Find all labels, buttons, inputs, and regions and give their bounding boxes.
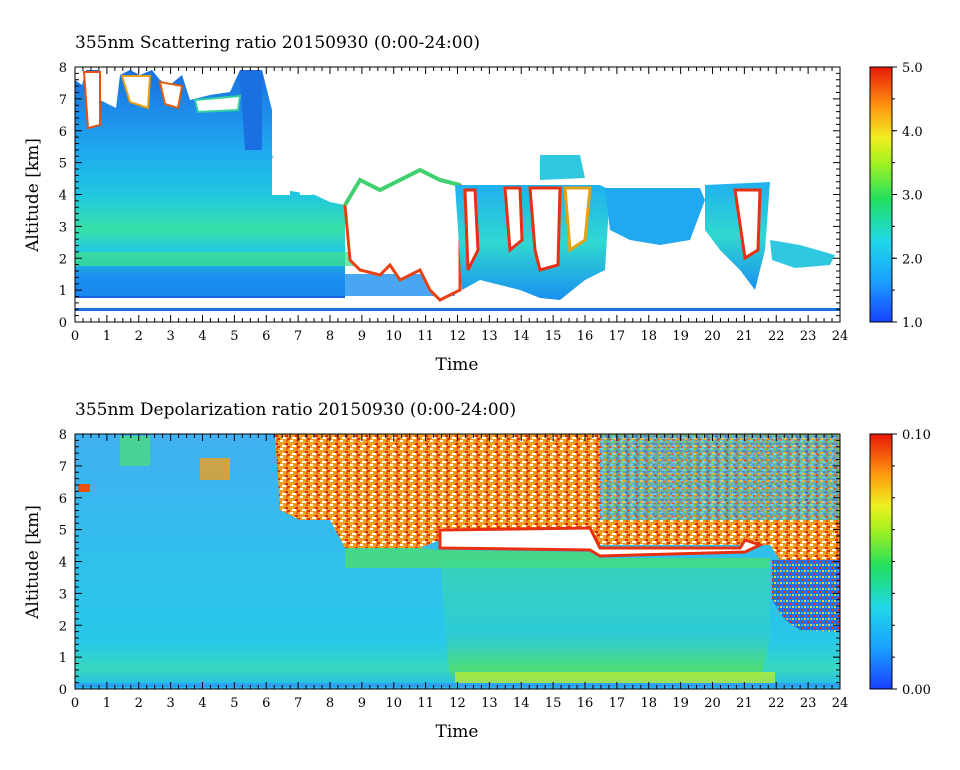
y-tick-label: 7 [59, 460, 67, 475]
chart2-colorbar [869, 433, 893, 690]
y-tick-label: 2 [59, 252, 67, 267]
y-tick-label: 7 [59, 93, 67, 108]
colorbar-tick-label: 5.0 [902, 61, 923, 76]
x-tick-label: 6 [262, 329, 270, 344]
x-tick-label: 2 [135, 696, 143, 711]
y-tick-label: 5 [59, 157, 67, 172]
y-tick-label: 0 [59, 316, 67, 331]
x-tick-label: 18 [640, 696, 657, 711]
x-tick-label: 19 [672, 329, 689, 344]
y-tick-label: 2 [59, 619, 67, 634]
x-tick-label: 16 [577, 329, 594, 344]
x-tick-label: 20 [704, 329, 721, 344]
colorbar-tick-label: 0.00 [902, 683, 931, 698]
chart2-heatmap [75, 434, 840, 689]
x-tick-label: 10 [385, 696, 402, 711]
y-tick-label: 5 [59, 524, 67, 539]
x-tick-label: 5 [230, 329, 238, 344]
x-tick-label: 11 [417, 696, 434, 711]
x-tick-label: 20 [704, 696, 721, 711]
x-tick-label: 16 [577, 696, 594, 711]
x-tick-label: 4 [198, 329, 206, 344]
chart2-axes: 0 1 2 3 4 5 6 7 8 9 10 11 12 13 14 15 16 17 18 19 20 21 22 23 24… [59, 428, 849, 711]
chart2-xlabel: Time [436, 722, 479, 742]
x-tick-label: 21 [736, 329, 753, 344]
x-tick-label: 18 [640, 329, 657, 344]
y-tick-label: 4 [59, 556, 67, 571]
y-tick-label: 0 [59, 683, 67, 698]
x-tick-label: 23 [800, 696, 817, 711]
y-tick-label: 6 [59, 492, 67, 507]
x-tick-label: 19 [672, 696, 689, 711]
y-tick-label: 1 [59, 651, 67, 666]
y-tick-label: 3 [59, 220, 67, 235]
x-tick-label: 12 [449, 696, 466, 711]
chart1-axes: 0 1 2 3 4 5 6 7 8 9 10 11 12 13 14 15 16 17 18 19 20 21 22 23 24… [59, 61, 849, 344]
x-tick-label: 10 [385, 329, 402, 344]
x-tick-label: 9 [358, 329, 366, 344]
chart1-colorbar-ticks: 1.0 2.0 3.0 4.0 5.0 [892, 61, 923, 331]
x-tick-label: 12 [449, 329, 466, 344]
x-tick-label: 21 [736, 696, 753, 711]
x-tick-label: 13 [481, 329, 498, 344]
y-tick-label: 3 [59, 587, 67, 602]
x-tick-label: 15 [545, 696, 562, 711]
x-tick-label: 3 [166, 329, 174, 344]
x-tick-label: 13 [481, 696, 498, 711]
colorbar-tick-label: 3.0 [902, 189, 923, 204]
chart2-title: 355nm Depolarization ratio 20150930 (0:0… [75, 400, 516, 420]
x-tick-label: 8 [326, 329, 334, 344]
x-tick-label: 1 [103, 696, 111, 711]
y-tick-label: 4 [59, 189, 67, 204]
x-tick-label: 24 [832, 329, 849, 344]
x-tick-label: 8 [326, 696, 334, 711]
x-tick-label: 15 [545, 329, 562, 344]
colorbar-tick-label: 0.10 [902, 428, 931, 443]
x-tick-label: 7 [294, 329, 302, 344]
x-tick-label: 17 [609, 329, 626, 344]
chart2-colorbar-ticks: 0.00 0.10 [892, 428, 931, 698]
colorbar-tick-label: 2.0 [902, 252, 923, 267]
x-tick-label: 9 [358, 696, 366, 711]
y-tick-label: 6 [59, 125, 67, 140]
y-tick-label: 8 [59, 61, 67, 76]
x-tick-label: 17 [609, 696, 626, 711]
x-tick-label: 0 [71, 329, 79, 344]
x-tick-label: 22 [768, 329, 785, 344]
chart2-ylabel: Altitude [km] [23, 505, 43, 620]
x-tick-label: 22 [768, 696, 785, 711]
x-tick-label: 2 [135, 329, 143, 344]
x-tick-label: 5 [230, 696, 238, 711]
colorbar-tick-label: 1.0 [902, 316, 923, 331]
x-tick-label: 7 [294, 696, 302, 711]
chart1-title: 355nm Scattering ratio 20150930 (0:00-24… [75, 33, 480, 53]
x-tick-label: 3 [166, 696, 174, 711]
x-tick-label: 24 [832, 696, 849, 711]
x-tick-label: 23 [800, 329, 817, 344]
chart1-xlabel: Time [436, 355, 479, 375]
x-tick-label: 14 [513, 696, 530, 711]
x-tick-label: 4 [198, 696, 206, 711]
chart1-colorbar [869, 66, 893, 323]
y-tick-label: 8 [59, 428, 67, 443]
chart1-ylabel: Altitude [km] [23, 138, 43, 253]
y-tick-label: 1 [59, 284, 67, 299]
x-tick-label: 11 [417, 329, 434, 344]
x-tick-label: 6 [262, 696, 270, 711]
x-tick-label: 14 [513, 329, 530, 344]
x-tick-label: 1 [103, 329, 111, 344]
colorbar-tick-label: 4.0 [902, 125, 923, 140]
x-tick-label: 0 [71, 696, 79, 711]
chart1-heatmap [75, 67, 840, 322]
